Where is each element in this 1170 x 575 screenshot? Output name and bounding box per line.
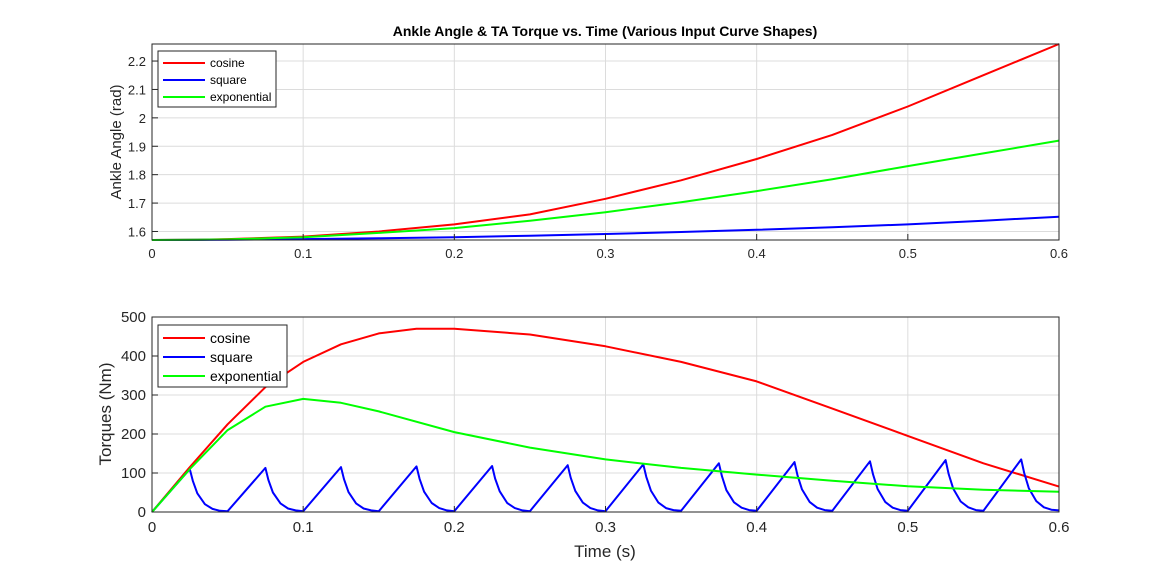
ankle-angle-y-tick-label: 1.8	[128, 168, 146, 183]
torque-series-exponential	[151, 397, 1060, 513]
torque-y-tick-label: 0	[138, 504, 146, 521]
ankle-angle-chart: 0 0.1 0.2 0.3 0.4 0.5 0.6 1.61.71.81.922.12.2 …	[108, 23, 1068, 261]
torque-x-ticks: 0 0.1 0.2 0.3 0.4 0.5 0.6	[148, 506, 1070, 536]
torque-series-cosine	[151, 327, 1060, 513]
torque-x-tick-label: 0.4	[746, 519, 767, 536]
torque-chart: 0 0.1 0.2 0.3 0.4 0.5 0.6 0 100 200 300 400 500 Tim…	[96, 309, 1069, 561]
torque-y-tick-label: 100	[121, 465, 146, 482]
torque-y-ticks: 0 100 200 300 400 500	[121, 309, 158, 521]
torque-x-tick-label: 0.6	[1049, 519, 1070, 536]
chart-title: Ankle Angle & TA Torque vs. Time (Variou…	[393, 23, 817, 39]
ankle-angle-x-tick-label: 0	[148, 246, 155, 261]
ankle-angle-y-tick-label: 2.1	[128, 82, 146, 97]
ankle-angle-legend: cosine square exponential	[157, 50, 277, 108]
torque-x-tick-label: 0.5	[897, 519, 918, 536]
legend-label-square: square	[210, 349, 253, 365]
torque-x-axis-label: Time (s)	[574, 542, 636, 561]
ankle-angle-y-tick-label: 2.2	[128, 54, 146, 69]
ankle-angle-series-exponential	[151, 139, 1060, 241]
ankle-angle-x-tick-label: 0.4	[748, 246, 766, 261]
torque-y-tick-label: 300	[121, 387, 146, 404]
legend-label-exponential: exponential	[210, 368, 282, 384]
ankle-angle-y-tick-label: 1.7	[128, 196, 146, 211]
torque-legend: cosine square exponential	[157, 324, 288, 388]
ankle-angle-y-tick-label: 2	[139, 111, 146, 126]
torque-x-tick-label: 0.3	[595, 519, 616, 536]
ankle-angle-y-ticks: 1.6 1.7 1.8 1.9 2 2.1 2.2	[128, 54, 158, 239]
ankle-angle-y-tick-label: 1.6	[128, 224, 146, 239]
ankle-angle-x-tick-label: 0.2	[445, 246, 463, 261]
legend-label-square: square	[210, 73, 247, 87]
legend-label-exponential: exponential	[210, 90, 271, 104]
ankle-angle-x-ticks: 0 0.1 0.2 0.3 0.4 0.5 0.6	[148, 234, 1068, 261]
ankle-angle-x-tick-label: 0.5	[899, 246, 917, 261]
ankle-angle-x-tick-label: 0.3	[596, 246, 614, 261]
torque-y-axis-label: Torques (Nm)	[96, 363, 115, 466]
ankle-angle-x-tick-label: 0.6	[1050, 246, 1068, 261]
torque-y-tick-label: 400	[121, 348, 146, 365]
legend-label-cosine: cosine	[210, 330, 251, 346]
torque-x-tick-label: 0.1	[293, 519, 314, 536]
legend-label-cosine: cosine	[210, 56, 245, 70]
ankle-angle-x-tick-label: 0.1	[294, 246, 312, 261]
torque-x-tick-label: 0.2	[444, 519, 465, 536]
ankle-angle-y-axis-label: Ankle Angle (rad)	[108, 84, 125, 199]
torque-y-tick-label: 500	[121, 309, 146, 326]
torque-x-tick-label: 0	[148, 519, 156, 536]
ankle-angle-y-tick-label: 1.9	[128, 139, 146, 154]
torque-y-tick-label: 200	[121, 426, 146, 443]
